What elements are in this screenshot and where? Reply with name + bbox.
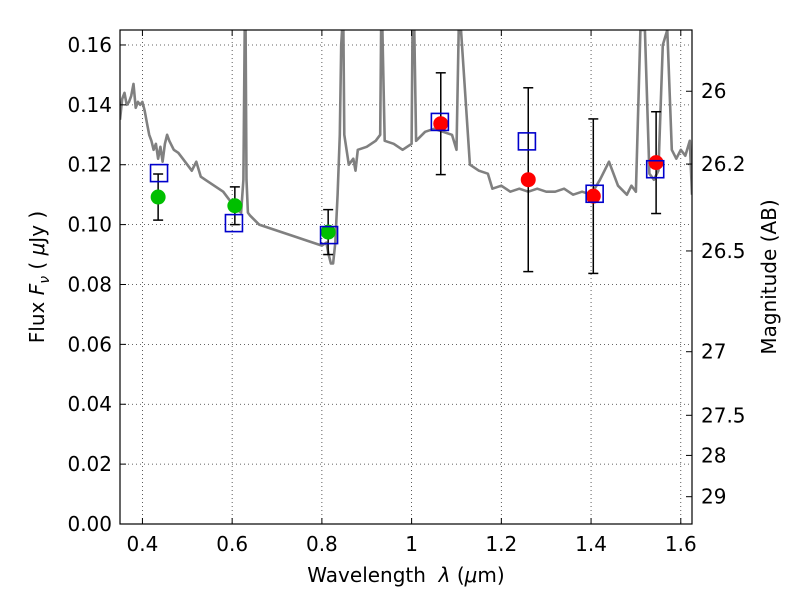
magnitude-axis-label: Magnitude (AB) [757, 199, 781, 354]
observed-space-point [433, 116, 449, 132]
observed-space-point [520, 172, 536, 188]
magnitude-axis-ticks: 26 26.2 26.5 27 27.5 28 29 [686, 79, 746, 509]
x-tick-label: 1.2 [485, 532, 517, 556]
y-tick-label: 0.02 [67, 452, 112, 476]
x-tick-label: 1 [405, 532, 418, 556]
x-tick-label: 0.6 [216, 532, 248, 556]
x-tick-label: 1.6 [665, 532, 697, 556]
observed-space-point [648, 155, 664, 171]
observed-ground-point [320, 224, 336, 240]
y-tick-label: 0.08 [67, 272, 112, 296]
model-photometry-square [645, 159, 665, 179]
model-photometry-square [149, 163, 169, 183]
model-photometry-square [319, 225, 339, 245]
errorbar-layer [153, 72, 662, 275]
magnitude-tick-label: 28 [701, 443, 726, 467]
magnitude-tick-label: 27 [701, 340, 726, 364]
x-tick-label: 0.4 [127, 532, 159, 556]
x-tick-label: 1.4 [575, 532, 607, 556]
magnitude-tick-label: 26 [701, 79, 726, 103]
x-tick-label: 0.8 [306, 532, 338, 556]
y-tick-label: 0.04 [67, 392, 112, 416]
model-photometry-square [430, 112, 450, 132]
y-tick-label: 0.06 [67, 332, 112, 356]
model-photometry-square [585, 184, 604, 204]
spectrum-layer [120, 30, 692, 265]
y-tick-label: 0.10 [67, 213, 112, 237]
y-tick-label: 0.12 [67, 153, 112, 177]
model-photometry-square [224, 213, 244, 233]
observed-ground-point [227, 198, 243, 214]
magnitude-tick-label: 26.5 [701, 239, 746, 263]
x-axis-ticks: 0.4 0.6 0.8 1 1.2 1.4 1.6 [127, 30, 697, 556]
magnitude-tick-label: 26.2 [701, 152, 746, 176]
model-spectrum-line [120, 30, 692, 265]
plot-frame [119, 29, 693, 525]
y-tick-label: 0.14 [67, 93, 112, 117]
observed-space-point [585, 188, 601, 204]
model-layer [149, 112, 665, 245]
y-axis-ticks: 0.00 0.02 0.04 0.06 0.08 0.10 0.12 0.14 0.16 [67, 33, 126, 536]
observed-ground-point [150, 189, 166, 205]
y-axis-label: Flux Fν ( μJy ) [25, 211, 53, 343]
y-tick-label: 0.00 [67, 512, 112, 536]
model-photometry-square [517, 132, 537, 151]
y-tick-label: 0.16 [67, 33, 112, 57]
x-axis-label: Wavelength λ (μm) [307, 563, 504, 587]
points-layer [150, 116, 664, 240]
magnitude-tick-label: 29 [701, 485, 726, 509]
gridlines [120, 30, 692, 525]
magnitude-tick-label: 27.5 [701, 403, 746, 427]
